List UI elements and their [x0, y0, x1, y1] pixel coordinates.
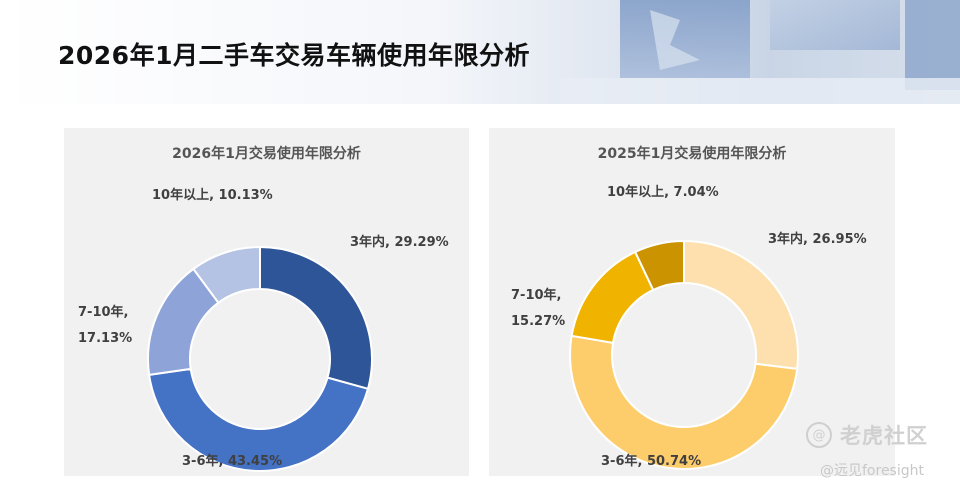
- donut-slice-3-6-years: [147, 367, 370, 472]
- donut-chart-2026: 2026年1月交易使用年限分析 3年内, 29.29% 3-6年, 43.45% 7-…: [78, 145, 449, 472]
- watermark-handle: @远见foresight: [820, 463, 924, 479]
- data-label-within-3-years: 3年内, 26.95%: [768, 231, 867, 247]
- chart-title: 2025年1月交易使用年限分析: [598, 145, 787, 162]
- data-label-7-10-years: 7-10年,: [511, 287, 561, 303]
- chart-panel-2025: 2025年1月交易使用年限分析 3年内, 26.95% 3-6年, 50.74% 7-…: [489, 128, 895, 476]
- donut-slice-3-6-years: [569, 334, 799, 470]
- data-label-3-6-years: 3-6年, 43.45%: [182, 453, 282, 469]
- chart-title: 2026年1月交易使用年限分析: [172, 145, 361, 162]
- banner-cubes-decoration: [560, 0, 960, 104]
- data-label-7-10-years-value: 17.13%: [78, 331, 132, 346]
- data-label-7-10-years-value: 15.27%: [511, 314, 565, 329]
- donut-slice-within-3-years: [683, 239, 799, 371]
- donut-slice-within-3-years: [259, 245, 373, 391]
- chart-panel-2026: 2026年1月交易使用年限分析 3年内, 29.29% 3-6年, 43.45% 7-…: [64, 128, 469, 476]
- watermark-name: 老虎社区: [840, 424, 928, 448]
- data-label-over-10-years: 10年以上, 10.13%: [152, 187, 273, 203]
- header-banner: 2026年1月二手车交易车辆使用年限分析: [0, 0, 960, 104]
- data-label-7-10-years: 7-10年,: [78, 304, 128, 320]
- page-title: 2026年1月二手车交易车辆使用年限分析: [58, 41, 530, 70]
- donut-slice-over-10-years: [633, 239, 685, 292]
- donut-chart-2025: 2025年1月交易使用年限分析 3年内, 26.95% 3-6年, 50.74% 7-…: [511, 145, 867, 470]
- data-label-within-3-years: 3年内, 29.29%: [350, 234, 449, 250]
- donut-slice-over-10-years: [192, 245, 261, 305]
- data-label-3-6-years: 3-6年, 50.74%: [601, 453, 701, 469]
- tiger-logo-icon: @: [806, 422, 832, 448]
- watermark-logo: @ 老虎社区: [806, 420, 928, 450]
- data-label-over-10-years: 10年以上, 7.04%: [607, 184, 719, 200]
